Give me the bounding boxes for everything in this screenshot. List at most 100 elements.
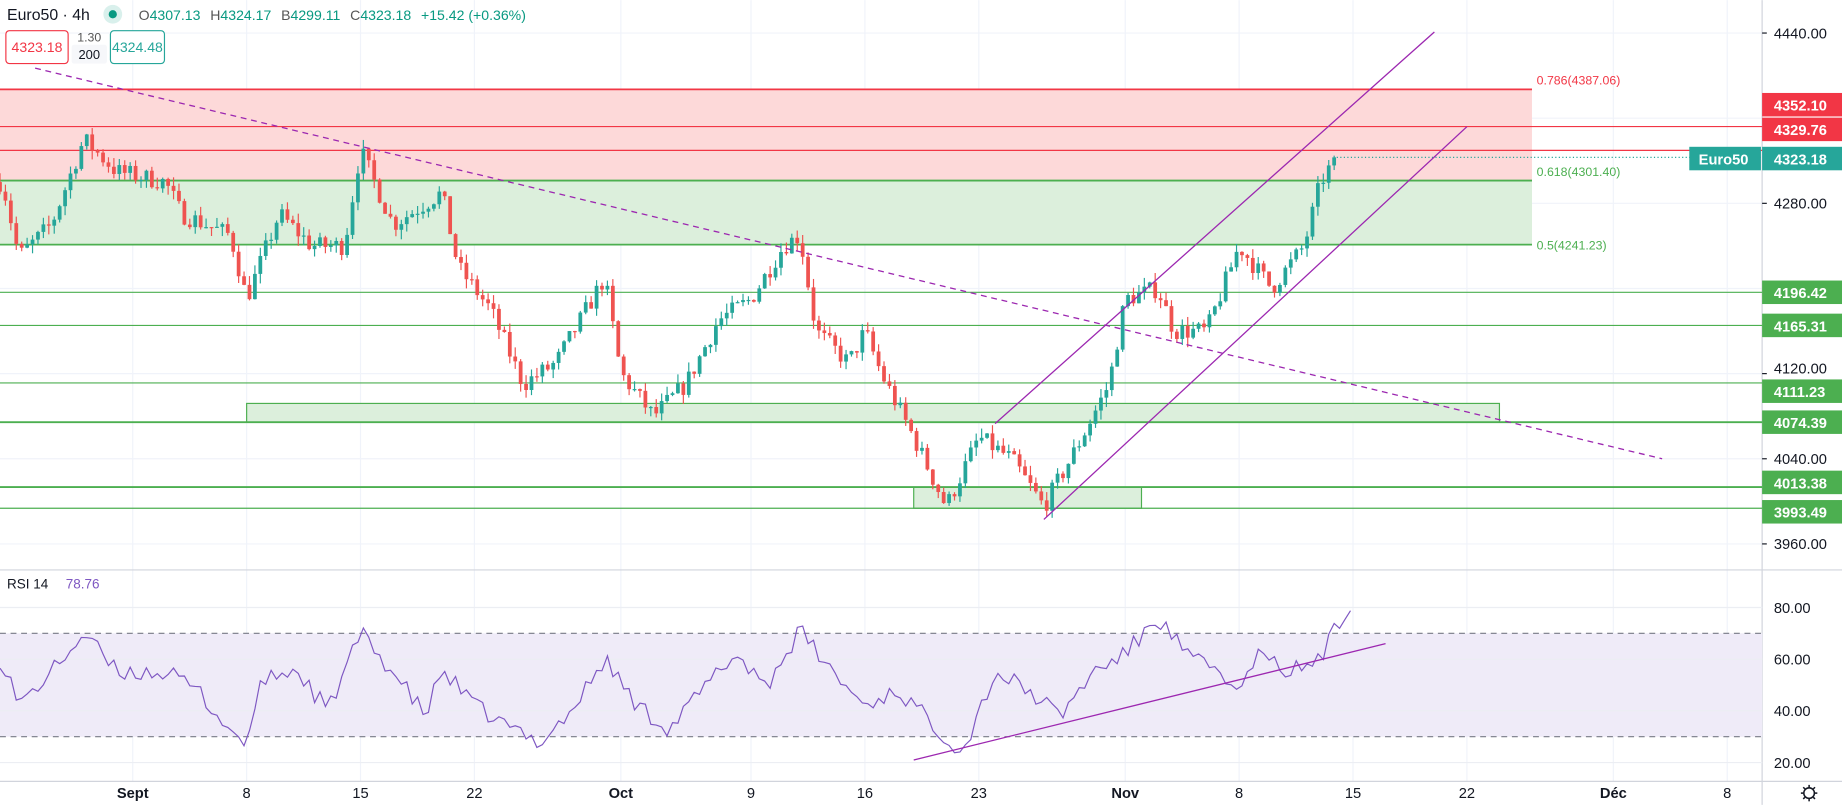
candle <box>36 230 40 245</box>
candle-body <box>676 383 680 394</box>
rsi-line <box>0 610 1351 754</box>
rsi-pane[interactable] <box>0 606 1763 764</box>
candle-body <box>947 494 951 504</box>
candle-body <box>589 302 594 309</box>
candle-body <box>1283 267 1288 285</box>
candle <box>741 293 745 307</box>
candle <box>236 244 241 283</box>
candle <box>578 310 583 334</box>
candle-body <box>1240 251 1244 256</box>
candle-body <box>1223 271 1228 302</box>
candle <box>1278 282 1282 297</box>
candle <box>442 190 447 201</box>
candle <box>285 202 290 223</box>
candle-body <box>958 483 962 497</box>
candle-body <box>594 285 599 309</box>
support-price-label[interactable]: 4165.31 <box>1762 313 1842 338</box>
resistance-price-label[interactable]: 4352.10 <box>1762 92 1842 117</box>
candle <box>1299 244 1304 256</box>
quantity-value[interactable]: 200 <box>79 47 101 62</box>
candle <box>871 327 876 356</box>
dashed-trendline[interactable] <box>34 67 1663 460</box>
candle <box>1207 310 1212 333</box>
quantity-field[interactable]: 200 <box>71 44 107 64</box>
channel-line[interactable] <box>994 31 1435 425</box>
candle-body <box>236 251 241 277</box>
rsi-trendline[interactable] <box>913 643 1386 761</box>
price-label-bg <box>1762 280 1842 305</box>
candle-body <box>578 312 583 332</box>
fib-zone-green <box>0 180 1532 245</box>
candle-body <box>1082 435 1087 447</box>
time-axis[interactable]: Sept 8 15 22 Oct 9 16 23 Nov 8 15 22 Déc 8 <box>117 786 1731 802</box>
candle-body <box>1299 248 1304 250</box>
candle <box>1088 419 1092 442</box>
candle <box>117 158 122 181</box>
time-tick-label: 8 <box>1235 786 1243 802</box>
candle-body <box>52 219 57 226</box>
candle-body <box>318 237 322 246</box>
candle <box>95 148 100 157</box>
buy-price: 4324.48 <box>112 39 163 55</box>
candle-body <box>692 371 697 374</box>
candle <box>670 391 675 397</box>
candle <box>751 299 756 303</box>
candle-body <box>280 209 284 223</box>
support-price-label[interactable]: 3993.49 <box>1762 500 1842 524</box>
support-price-label[interactable]: 4111.23 <box>1762 379 1842 403</box>
candle-body <box>1050 482 1055 511</box>
candle-body <box>979 437 984 441</box>
candle-body <box>610 285 615 322</box>
fib-level-label: 0.5(4241.23) <box>1537 238 1607 252</box>
support-price-label[interactable]: 4074.39 <box>1762 410 1842 434</box>
candle <box>1023 459 1027 476</box>
candle-body <box>1061 473 1065 479</box>
candle-body <box>518 361 523 384</box>
candle <box>540 362 545 383</box>
sell-button[interactable]: 4323.18 <box>5 30 69 65</box>
candle <box>312 240 317 257</box>
candle <box>350 196 355 239</box>
rsi-title[interactable]: RSI 14 <box>7 577 49 592</box>
candle <box>1261 260 1266 278</box>
candle <box>1131 287 1136 307</box>
support-price-label[interactable]: 4013.38 <box>1762 470 1842 495</box>
candle <box>849 350 854 357</box>
last-price-label[interactable]: 4323.18 <box>1762 146 1842 171</box>
candle-body <box>366 148 371 161</box>
candle <box>681 381 686 404</box>
candle <box>952 492 957 501</box>
price-label-text: 4165.31 <box>1774 319 1827 335</box>
support-price-label[interactable]: 4196.42 <box>1762 280 1842 305</box>
candle <box>817 315 821 339</box>
candle-body <box>1093 410 1098 424</box>
candle-body <box>1120 306 1125 350</box>
candle-body <box>36 231 40 240</box>
candle-body <box>773 267 778 278</box>
candle <box>198 206 203 230</box>
candle-body <box>1039 491 1044 501</box>
candle <box>1164 292 1168 307</box>
candle-body <box>583 302 588 313</box>
candle-body <box>57 206 62 220</box>
candle-body <box>415 213 420 215</box>
candle-body <box>421 211 425 214</box>
candle-body <box>133 165 138 181</box>
candle-body <box>822 330 827 334</box>
candle-body <box>334 240 339 246</box>
buy-button[interactable]: 4324.48 <box>109 30 166 65</box>
time-tick-label: Sept <box>117 786 149 802</box>
resistance-price-label[interactable]: 4329.76 <box>1762 117 1842 142</box>
time-tick-label: Déc <box>1600 786 1627 802</box>
candle <box>112 158 116 179</box>
trendlines[interactable] <box>34 31 1763 520</box>
candle <box>914 427 919 457</box>
time-tick-label: 23 <box>971 786 987 802</box>
symbol-title[interactable]: Euro50 · 4h <box>7 7 90 24</box>
channel-line[interactable] <box>1043 126 1468 520</box>
candle <box>1017 449 1022 473</box>
gear-icon[interactable] <box>1800 784 1818 802</box>
price-axis[interactable]: 4440.00 4280.00 4120.00 4040.00 3960.00 80.00… <box>1689 26 1842 772</box>
candle <box>659 393 664 421</box>
